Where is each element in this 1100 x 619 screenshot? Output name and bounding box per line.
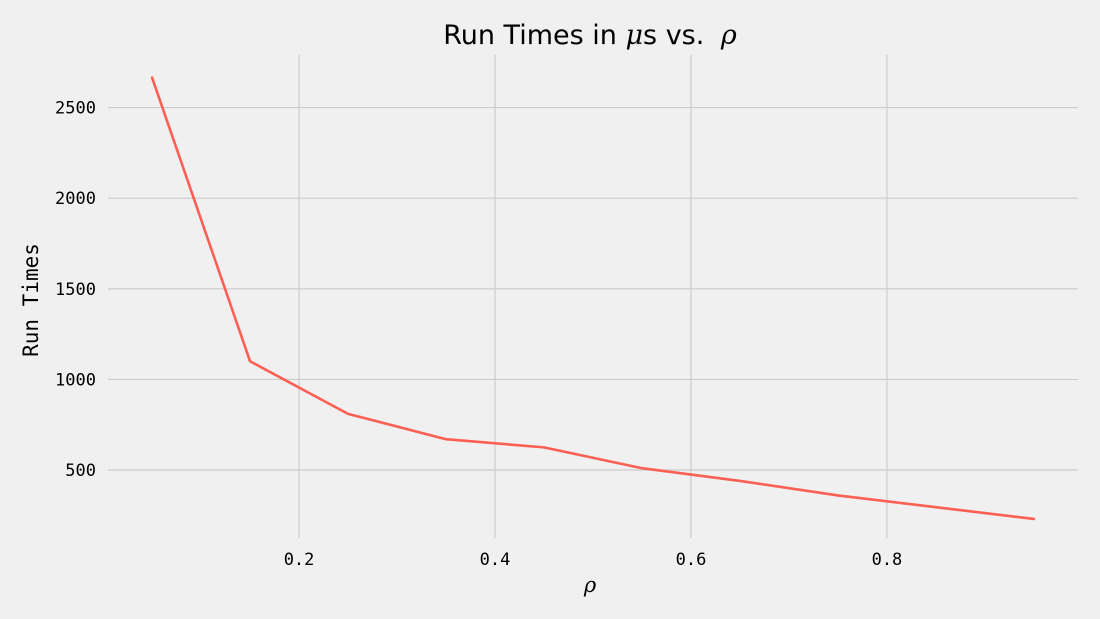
series-layer [150,76,1036,521]
x-tick-labels: 0.2 0.4 0.6 0.8 [284,550,903,570]
x-tick-label: 0.8 [872,550,903,570]
y-tick-label: 1500 [55,280,96,300]
series-line [150,76,1036,521]
grid [108,55,1078,538]
x-axis-label: ρ [583,573,597,597]
x-tick-label: 0.4 [480,550,511,570]
chart-title: Run Times in μs vs. ρ [443,20,737,51]
y-tick-label: 500 [65,461,96,481]
y-axis-label: Run Times [19,243,43,357]
y-tick-label: 2000 [55,189,96,209]
x-tick-label: 0.6 [676,550,707,570]
y-tick-label: 2500 [55,99,96,119]
y-tick-label: 1000 [55,370,96,390]
x-tick-label: 0.2 [284,550,315,570]
y-tick-labels: 500 1000 1500 2000 2500 [55,99,96,481]
